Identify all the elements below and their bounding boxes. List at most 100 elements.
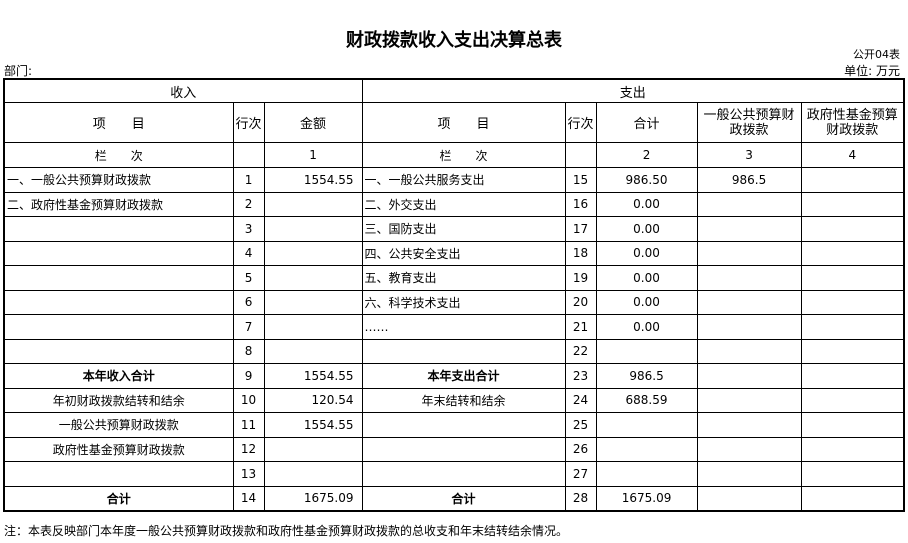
expense-total [595, 436, 698, 462]
expense-total-header: 合计 [595, 102, 698, 143]
gov-fund-amount [800, 363, 905, 389]
expense-item-header: 项 目 [361, 102, 566, 143]
gov-fund-amount [800, 436, 905, 462]
income-row-no: 8 [232, 338, 265, 364]
general-budget-amount [696, 485, 802, 512]
fiscal-summary-table: 收入 支出 项 目 行次 金额 项 目 行次 合计 一般公共预算财政拨款 政府性… [3, 78, 906, 512]
form-code: 公开04表 [853, 48, 900, 61]
general-budget-header: 一般公共预算财政拨款 [696, 102, 802, 143]
expense-row-no: 25 [564, 412, 597, 438]
income-amount [263, 289, 363, 315]
expense-item: …… [361, 314, 566, 340]
income-row-no: 6 [232, 289, 265, 315]
expense-total: 0.00 [595, 240, 698, 266]
income-column-label: 栏 次 [3, 142, 234, 168]
income-row-no: 7 [232, 314, 265, 340]
expense-total [595, 338, 698, 364]
income-row-no: 14 [232, 485, 265, 512]
general-budget-amount: 986.5 [696, 167, 802, 193]
expense-row-no: 21 [564, 314, 597, 340]
income-item: 一般公共预算财政拨款 [3, 412, 234, 438]
gov-fund-amount [800, 485, 905, 512]
table-row: 本年收入合计 9 1554.55 本年支出合计 23 986.5 [3, 363, 905, 389]
table-row: 4 四、公共安全支出 18 0.00 [3, 240, 905, 266]
table-row: 年初财政拨款结转和结余 10 120.54 年末结转和结余 24 688.59 [3, 387, 905, 413]
table-row: 13 27 [3, 461, 905, 487]
expense-total: 0.00 [595, 216, 698, 242]
income-amount: 1554.55 [263, 412, 363, 438]
income-row-no: 4 [232, 240, 265, 266]
expense-row-no: 15 [564, 167, 597, 193]
expense-item: 四、公共安全支出 [361, 240, 566, 266]
income-amount-header: 金额 [263, 102, 363, 143]
expense-item [361, 338, 566, 364]
gov-fund-amount [800, 289, 905, 315]
expense-row-no: 27 [564, 461, 597, 487]
income-item [3, 240, 234, 266]
expense-row-no: 26 [564, 436, 597, 462]
expense-row-no: 18 [564, 240, 597, 266]
expense-row-no: 22 [564, 338, 597, 364]
empty-cell [232, 142, 265, 168]
income-row-no: 5 [232, 265, 265, 291]
expense-total: 688.59 [595, 387, 698, 413]
income-item: 年初财政拨款结转和结余 [3, 387, 234, 413]
general-budget-amount [696, 240, 802, 266]
general-budget-amount [696, 289, 802, 315]
table-row: 6 六、科学技术支出 20 0.00 [3, 289, 905, 315]
col-4: 4 [800, 142, 905, 168]
general-budget-amount [696, 412, 802, 438]
table-row: 3 三、国防支出 17 0.00 [3, 216, 905, 242]
table-row: 8 22 [3, 338, 905, 364]
expense-item: 五、教育支出 [361, 265, 566, 291]
general-budget-amount [696, 265, 802, 291]
income-amount: 1554.55 [263, 167, 363, 193]
income-row-no: 10 [232, 387, 265, 413]
expense-row-no: 24 [564, 387, 597, 413]
income-item [3, 216, 234, 242]
income-amount [263, 338, 363, 364]
footnote: 注：本表反映部门本年度一般公共预算财政拨款和政府性基金预算财政拨款的总收支和年末… [4, 524, 569, 538]
table-row: 7 …… 21 0.00 [3, 314, 905, 340]
department-label: 部门: [4, 64, 33, 78]
expense-row-no: 19 [564, 265, 597, 291]
expense-total: 0.00 [595, 265, 698, 291]
expense-row-no: 23 [564, 363, 597, 389]
expense-item [361, 461, 566, 487]
table-row: 二、政府性基金预算财政拨款 2 二、外交支出 16 0.00 [3, 191, 905, 217]
page-title: 财政拨款收入支出决算总表 [346, 30, 562, 51]
income-row-no: 3 [232, 216, 265, 242]
income-item [3, 461, 234, 487]
income-row-no: 12 [232, 436, 265, 462]
income-amount [263, 461, 363, 487]
table-row: 政府性基金预算财政拨款 12 26 [3, 436, 905, 462]
expense-total [595, 461, 698, 487]
gov-fund-amount [800, 338, 905, 364]
general-budget-amount [696, 436, 802, 462]
income-item: 本年收入合计 [3, 363, 234, 389]
expense-row-no: 17 [564, 216, 597, 242]
income-item [3, 265, 234, 291]
general-budget-amount [696, 314, 802, 340]
income-header: 收入 [3, 78, 363, 103]
income-amount [263, 436, 363, 462]
expense-total [595, 412, 698, 438]
expense-header: 支出 [361, 78, 905, 103]
income-item: 合计 [3, 485, 234, 512]
income-row-no: 2 [232, 191, 265, 217]
income-row-no: 9 [232, 363, 265, 389]
general-budget-amount [696, 363, 802, 389]
income-item [3, 289, 234, 315]
expense-row-no: 16 [564, 191, 597, 217]
expense-total: 0.00 [595, 191, 698, 217]
expense-item: 一、一般公共服务支出 [361, 167, 566, 193]
gov-fund-amount [800, 167, 905, 193]
gov-fund-amount [800, 387, 905, 413]
gov-fund-amount [800, 191, 905, 217]
general-budget-amount [696, 387, 802, 413]
table-row: 一、一般公共预算财政拨款 1 1554.55 一、一般公共服务支出 15 986.50 98… [3, 167, 905, 193]
expense-item: 二、外交支出 [361, 191, 566, 217]
expense-item: 六、科学技术支出 [361, 289, 566, 315]
expense-item [361, 436, 566, 462]
expense-item [361, 412, 566, 438]
